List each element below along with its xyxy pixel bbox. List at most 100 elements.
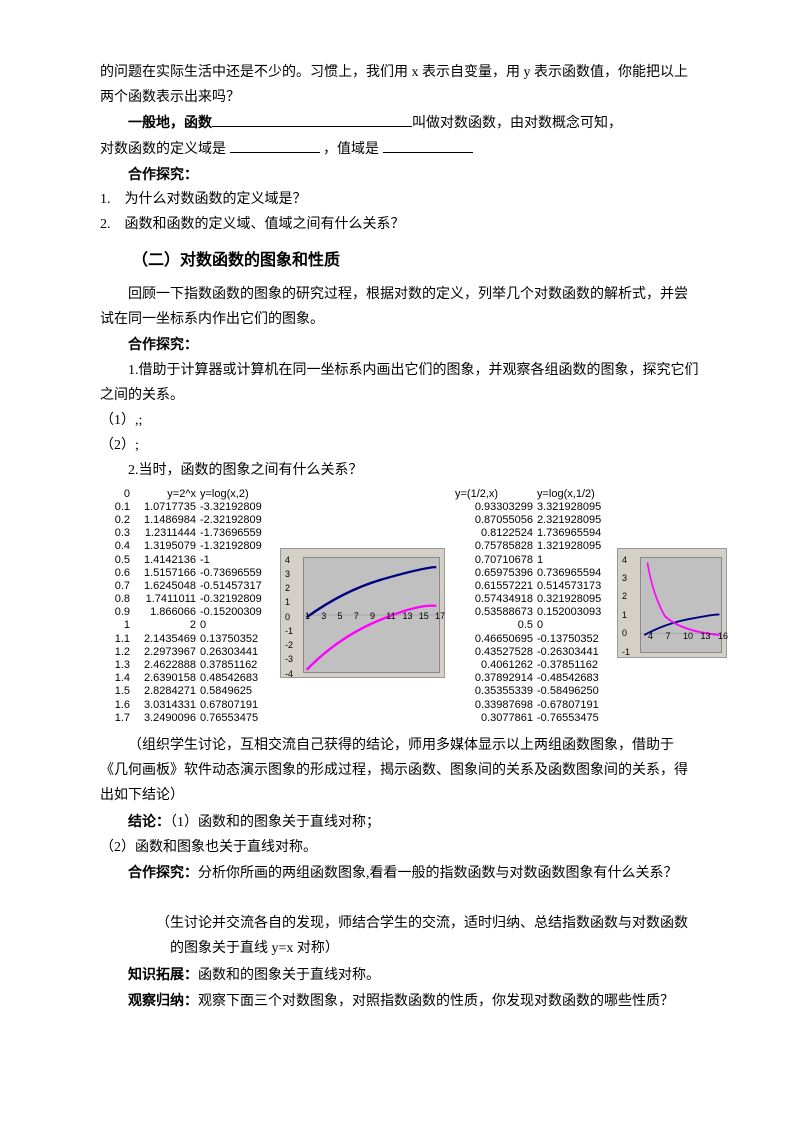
axis-tick: -2 xyxy=(285,640,293,651)
q2: 2. 函数和函数的定义域、值域之间有什么关系？ xyxy=(100,212,700,237)
table-cell: 1.6245048 xyxy=(132,580,198,593)
table-cell: 1.3 xyxy=(100,659,132,672)
sec2-p4: （2）; xyxy=(100,433,700,458)
table-header-cell: y=2^x xyxy=(132,488,198,501)
sec2-p3: （1）,; xyxy=(100,408,700,433)
table-cell: -1 xyxy=(198,554,280,567)
zstz-text: 函数和的图象关于直线对称。 xyxy=(198,968,380,983)
axis-tick: -1 xyxy=(622,647,630,658)
table-cell: 0.53588673 xyxy=(453,606,535,619)
axis-tick: 3 xyxy=(285,569,290,580)
table-cell: 1.1 xyxy=(100,633,132,646)
hzt2-p: 合作探究：分析你所画的两组函数图象,看看一般的指数函数与对数函数图象有什么关系？ xyxy=(100,860,700,886)
axis-tick: -4 xyxy=(285,669,293,680)
table-cell: 2.1435469 xyxy=(132,633,198,646)
table-cell: -0.32192809 xyxy=(198,593,280,606)
table-cell: -0.48542683 xyxy=(535,672,617,685)
table-cell: -1.73696559 xyxy=(198,527,280,540)
table-cell: 1.4 xyxy=(100,672,132,685)
axis-tick: 16 xyxy=(718,631,728,642)
table-cell: 1 xyxy=(535,554,617,567)
table-cell: -0.73696559 xyxy=(198,567,280,580)
table-cell: 0.3077861 xyxy=(453,712,535,725)
table-cell: -3.32192809 xyxy=(198,501,280,514)
gcgn-text: 观察下面三个对数图象，对照指数函数的性质，你发现对数函数的哪些性质？ xyxy=(198,994,674,1009)
table-cell: 0.87055056 xyxy=(453,514,535,527)
table-cell: 1.0717735 xyxy=(132,501,198,514)
jl2: （2）函数和图象也关于直线对称。 xyxy=(100,835,700,860)
table-cell: 0.152003093 xyxy=(535,606,617,619)
table-cell: 0.321928095 xyxy=(535,593,617,606)
hzt2-label: 合作探究： xyxy=(128,864,198,880)
table-cell: 0.4061262 xyxy=(453,659,535,672)
table-cell: 1.2 xyxy=(100,646,132,659)
yiban-label: 一般地，函数 xyxy=(128,114,212,130)
table-cell: 3.0314331 xyxy=(132,699,198,712)
sec2-p5: 2.当时，函数的图象之间有什么关系？ xyxy=(100,458,700,483)
intro-p3a: 对数函数的定义域是 xyxy=(100,142,226,157)
table-cell: -0.76553475 xyxy=(535,712,617,725)
table-header-cell: y=log(x,1/2) xyxy=(535,488,617,501)
table-cell: 0 xyxy=(198,619,280,632)
table-cell: 2.2973967 xyxy=(132,646,198,659)
table-cell: 3.2490096 xyxy=(132,712,198,725)
blank-range xyxy=(383,138,473,153)
axis-tick: 3 xyxy=(622,573,627,584)
table-cell: -0.67807191 xyxy=(535,699,617,712)
zstz-label: 知识拓展： xyxy=(128,966,198,982)
table-cell: 2.8284271 xyxy=(132,685,198,698)
axis-tick: 13 xyxy=(403,611,413,622)
table-cell: -2.32192809 xyxy=(198,514,280,527)
axis-tick: 1 xyxy=(622,610,627,621)
table-cell: 1.3195079 xyxy=(132,540,198,553)
table-cell: 0.5 xyxy=(100,554,132,567)
table-cell: -0.26303441 xyxy=(535,646,617,659)
hzt2-text: 分析你所画的两组函数图象,看看一般的指数函数与对数函数图象有什么关系？ xyxy=(198,866,678,881)
jl1: （1）函数和的图象关于直线对称； xyxy=(170,815,380,830)
table-header-cell: y=log(x,2) xyxy=(198,488,280,501)
gcgn-label: 观察归纳： xyxy=(128,992,198,1008)
axis-tick: 1 xyxy=(285,597,290,608)
table-cell: 0.8 xyxy=(100,593,132,606)
sec2-p1: 回顾一下指数函数的图象的研究过程，根据对数的定义，列举几个对数函数的解析式，并尝… xyxy=(100,282,700,332)
table-cell: 0.736965594 xyxy=(535,567,617,580)
table-cell: -0.58496250 xyxy=(535,685,617,698)
table-header-cell: 0 xyxy=(100,488,132,501)
table-header-cell: y=(1/2,x) xyxy=(453,488,535,501)
table-cell: 0.57434918 xyxy=(453,593,535,606)
axis-tick: 0 xyxy=(622,628,627,639)
table-cell: 0.65975396 xyxy=(453,567,535,580)
intro-p2: 一般地，函数叫做对数函数，由对数概念可知， xyxy=(100,110,700,136)
table-cell: 0.5849625 xyxy=(198,685,280,698)
intro-p3: 对数函数的定义域是 ，值域是 xyxy=(100,137,700,162)
table-cell: 2 xyxy=(132,619,198,632)
jielun-label: 结论： xyxy=(128,813,170,829)
axis-tick: 1 xyxy=(305,611,310,622)
axis-tick: 4 xyxy=(622,555,627,566)
table-cell: 0.5 xyxy=(453,619,535,632)
table-cell: -0.15200309 xyxy=(198,606,280,619)
table-cell: 2.6390158 xyxy=(132,672,198,685)
intro-p1: 的问题在实际生活中还是不少的。习惯上，我们用 x 表示自变量，用 y 表示函数值… xyxy=(100,60,700,110)
table-cell: 0.37892914 xyxy=(453,672,535,685)
table-left: 0y=2^xy=log(x,2)0.11.0717735-3.321928090… xyxy=(100,488,280,725)
table-cell: 3.321928095 xyxy=(535,501,617,514)
table-cell: 1.321928095 xyxy=(535,540,617,553)
axis-tick: 11 xyxy=(386,611,395,622)
table-cell: 1.5 xyxy=(100,685,132,698)
table-cell: 0.6 xyxy=(100,567,132,580)
table-cell: 0.4 xyxy=(100,540,132,553)
table-cell: 0 xyxy=(535,619,617,632)
axis-tick: 10 xyxy=(683,631,693,642)
axis-tick: 17 xyxy=(435,611,445,622)
table-cell: 0.75785828 xyxy=(453,540,535,553)
axis-tick: 7 xyxy=(354,611,359,622)
jielun-p: 结论：（1）函数和的图象关于直线对称； xyxy=(100,809,700,835)
table-cell: 0.2 xyxy=(100,514,132,527)
chart1-wrap: 43210-1-2-3-4 1357911131517 xyxy=(280,488,445,725)
table-cell: -0.51457317 xyxy=(198,580,280,593)
table-cell: 0.70710678 xyxy=(453,554,535,567)
table-cell: 0.37851162 xyxy=(198,659,280,672)
zstz-p: 知识拓展：函数和的图象关于直线对称。 xyxy=(100,962,700,988)
axis-tick: 5 xyxy=(338,611,343,622)
